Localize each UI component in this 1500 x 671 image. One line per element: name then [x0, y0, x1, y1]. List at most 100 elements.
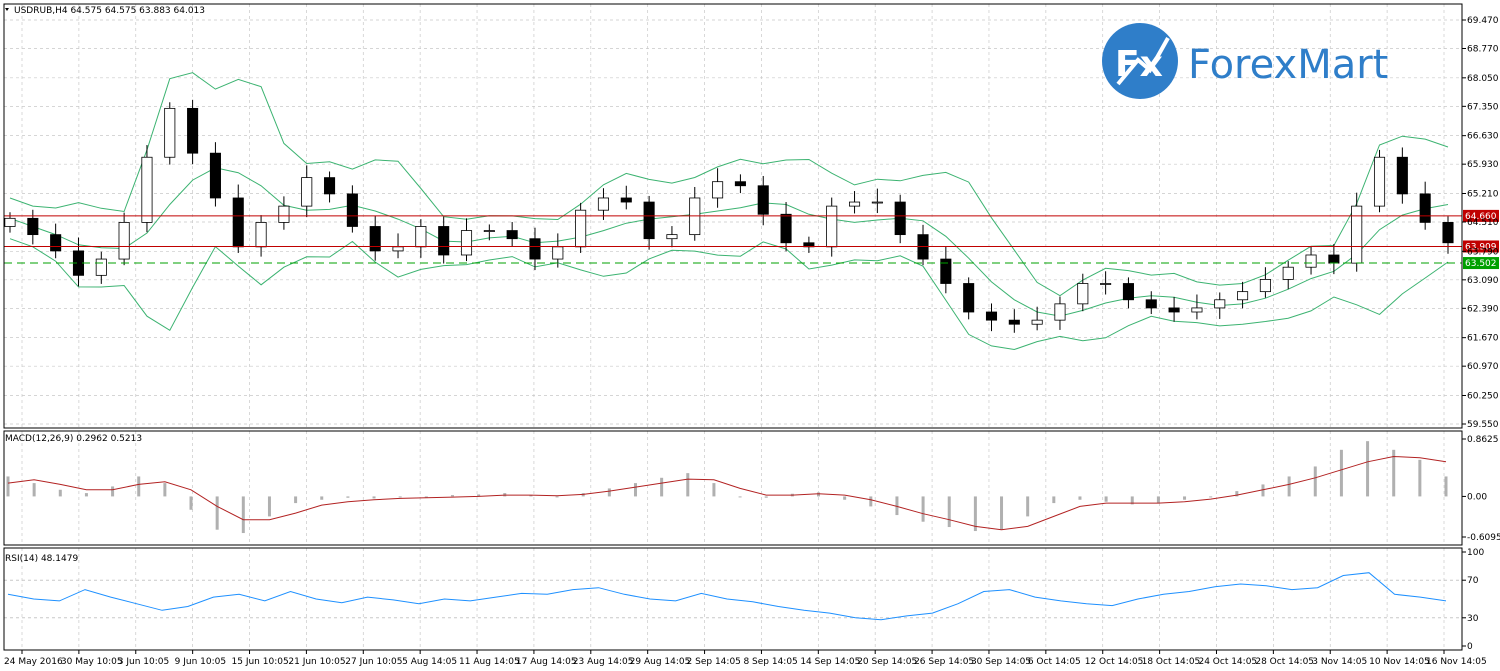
candle	[940, 258, 952, 284]
logo-text: ForexMart	[1188, 42, 1388, 88]
macd-bar	[424, 496, 428, 498]
x-tick-label: 8 Sep 14:05	[743, 657, 797, 667]
macd-bar	[477, 494, 481, 497]
candle	[50, 234, 62, 252]
candle	[734, 181, 746, 187]
candle	[301, 177, 313, 207]
candle	[209, 152, 221, 199]
x-tick-label: 27 Jun 10:05	[345, 657, 402, 667]
x-tick-label: 14 Sep 14:05	[800, 657, 860, 667]
candle	[1282, 266, 1294, 280]
macd-bar	[398, 496, 402, 498]
macd-bar	[1418, 459, 1422, 497]
rsi-y-label: 30	[1467, 614, 1479, 624]
macd-bar	[241, 496, 245, 534]
candle	[1328, 254, 1340, 264]
candle	[1100, 283, 1112, 285]
rsi-panel-header: RSI(14) 48.1479	[5, 554, 78, 564]
price-badge-label: 63.502	[1465, 259, 1497, 269]
y-tick-label: 67.350	[1467, 102, 1499, 112]
macd-bar	[1261, 484, 1265, 497]
x-tick-label: 5 Aug 14:05	[402, 657, 457, 667]
macd-bar	[1130, 496, 1134, 505]
macd-bar	[712, 483, 716, 497]
x-tick-label: 6 Oct 14:05	[1028, 657, 1081, 667]
x-tick-label: 16 Nov 14:05	[1426, 657, 1487, 667]
x-tick-label: 21 Jun 10:05	[288, 657, 345, 667]
candle	[1442, 222, 1454, 244]
macd-bar	[1052, 496, 1056, 504]
candle	[666, 234, 678, 240]
candle	[1214, 299, 1226, 309]
candle	[963, 283, 975, 313]
bollinger-upper	[9, 72, 1449, 297]
x-tick-label: 24 Oct 14:05	[1198, 657, 1257, 667]
x-tick-label: 2 Sep 14:05	[687, 657, 741, 667]
macd-bar	[1078, 496, 1082, 500]
macd-bar	[1235, 491, 1239, 497]
candle	[894, 201, 906, 236]
x-tick-label: 28 Oct 14:05	[1255, 657, 1314, 667]
macd-y-label: 0.8625	[1467, 435, 1499, 445]
candle	[392, 246, 404, 252]
macd-bar	[1313, 466, 1317, 497]
rsi-y-label: 0	[1467, 642, 1473, 652]
candle	[1168, 307, 1180, 313]
y-tick-label: 62.390	[1467, 304, 1499, 314]
candle	[871, 201, 883, 204]
x-tick-label: 3 Nov 14:05	[1312, 657, 1367, 667]
x-tick-label: 23 Aug 14:05	[573, 657, 634, 667]
candle	[483, 230, 495, 232]
macd-bar	[921, 496, 925, 522]
forexmart-logo: Fx ForexMart	[1102, 23, 1388, 99]
macd-bar	[686, 473, 690, 497]
candle	[985, 311, 998, 321]
macd-bar	[163, 483, 167, 497]
candle	[438, 226, 450, 256]
macd-bar	[1339, 449, 1343, 497]
candle	[1145, 299, 1157, 309]
macd-bar	[1209, 496, 1213, 498]
y-tick-label: 64.510	[1467, 218, 1499, 228]
macd-bar	[189, 496, 193, 510]
candle	[506, 230, 518, 240]
candle	[1008, 319, 1020, 325]
y-tick-label: 65.930	[1467, 160, 1499, 170]
x-tick-label: 24 May 2016	[4, 657, 63, 667]
macd-bar	[817, 492, 821, 497]
macd-bar	[633, 483, 637, 497]
macd-bar	[1444, 476, 1448, 497]
x-tick-label: 20 Sep 14:05	[857, 657, 917, 667]
candle	[278, 205, 290, 223]
x-tick-label: 30 May 10:05	[61, 657, 123, 667]
macd-bar	[58, 489, 62, 497]
candle	[324, 177, 336, 195]
x-tick-label: 12 Oct 14:05	[1085, 657, 1144, 667]
x-tick-label: 15 Jun 10:05	[232, 657, 289, 667]
price-badge	[1463, 257, 1499, 270]
panel-frame	[3, 430, 1463, 546]
candle	[757, 185, 769, 215]
candle	[826, 205, 838, 248]
macd-bar	[111, 486, 115, 497]
macd-y-label: -0.6095	[1467, 533, 1500, 543]
macd-bar	[869, 496, 873, 507]
y-tick-label: 60.250	[1467, 391, 1499, 401]
bollinger-middle	[9, 167, 1449, 317]
macd-bar	[555, 496, 559, 498]
macd-bar	[267, 496, 271, 517]
candle	[620, 197, 632, 203]
y-tick-label: 65.210	[1467, 189, 1499, 199]
macd-bar	[529, 495, 533, 497]
y-tick-label: 68.770	[1467, 45, 1499, 55]
macd-bar	[1287, 476, 1291, 497]
candle	[529, 238, 541, 260]
macd-bar	[372, 496, 376, 499]
candle	[232, 197, 244, 248]
candle	[643, 201, 655, 240]
macd-bar	[607, 488, 611, 497]
collapse-triangle-icon[interactable]	[5, 8, 9, 11]
y-tick-label: 69.470	[1467, 16, 1499, 26]
candle	[27, 217, 39, 236]
x-tick-label: 10 Nov 14:05	[1369, 657, 1430, 667]
